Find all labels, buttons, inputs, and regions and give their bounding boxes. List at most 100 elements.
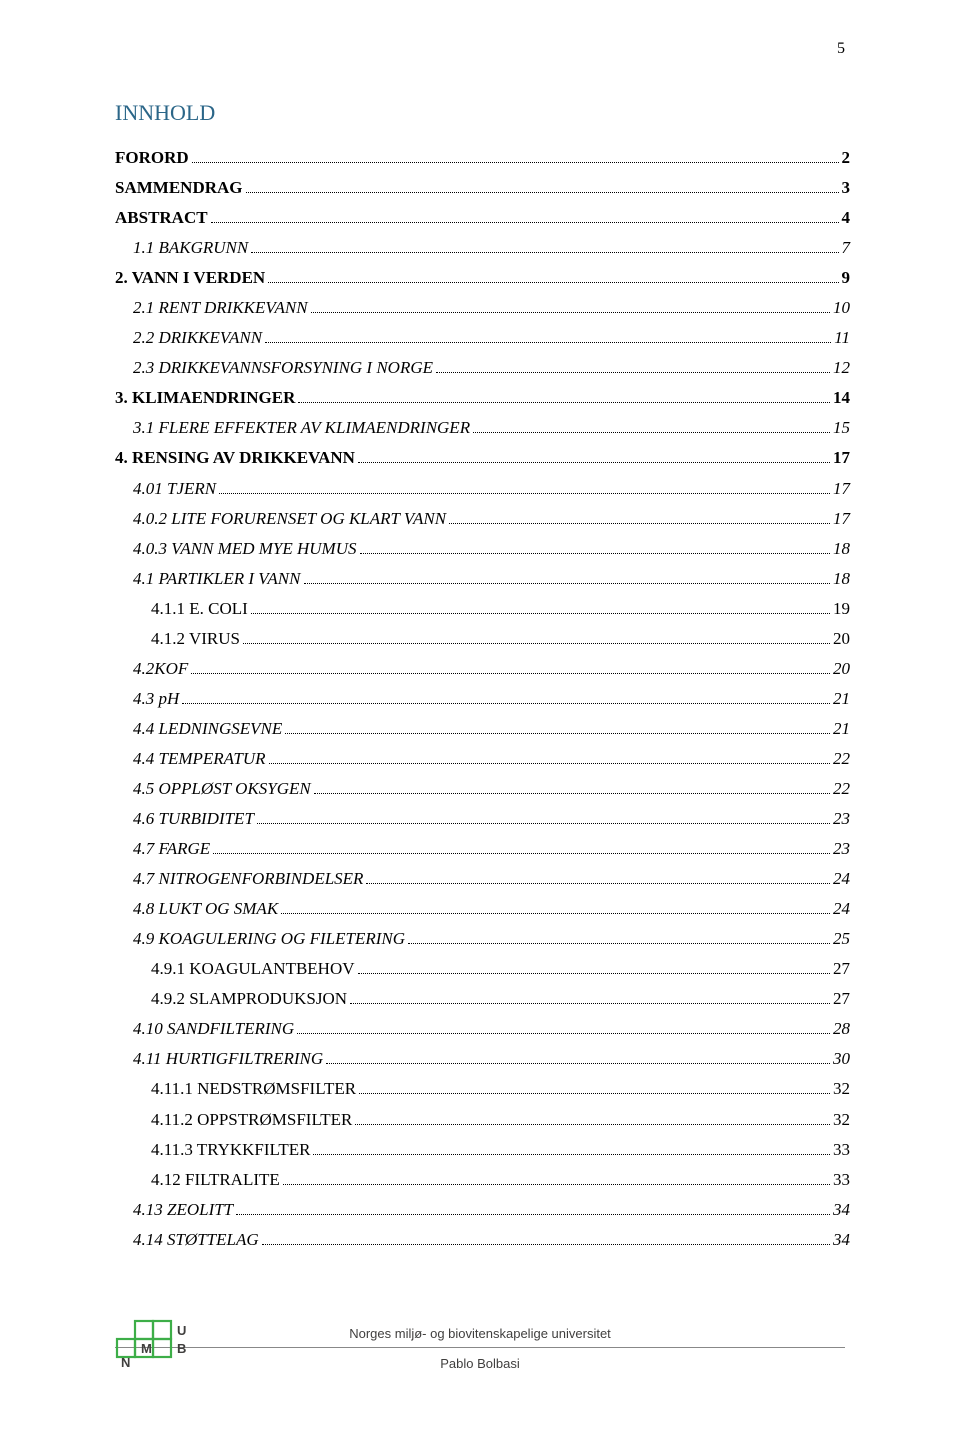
toc-entry-page: 24: [833, 865, 850, 893]
toc-entry: 4.7 NITROGENFORBINDELSER 24: [115, 865, 850, 893]
toc-entry-title: 2.3 DRIKKEVANNSFORSYNING I NORGE: [115, 354, 433, 382]
toc-entry-page: 32: [833, 1075, 850, 1103]
toc-leader-dots: [297, 1033, 830, 1034]
toc-entry-title: 4.2KOF: [115, 655, 188, 683]
toc-entry-page: 22: [833, 775, 850, 803]
toc-entry-page: 17: [833, 505, 850, 533]
toc-leader-dots: [355, 1124, 830, 1125]
toc-entry-page: 27: [833, 955, 850, 983]
toc-entry-page: 10: [833, 294, 850, 322]
toc-entry-page: 9: [842, 264, 851, 292]
toc-entry: 3. KLIMAENDRINGER14: [115, 384, 850, 412]
toc-entry-title: 4.7 NITROGENFORBINDELSER: [115, 865, 363, 893]
toc-leader-dots: [191, 673, 830, 674]
toc-list: FORORD2SAMMENDRAG3ABSTRACT41.1 BAKGRUNN7…: [115, 144, 850, 1254]
toc-entry-title: 4.9.1 KOAGULANTBEHOV: [115, 955, 355, 983]
toc-entry-title: 4.0.2 LITE FORURENSET OG KLART VANN: [115, 505, 446, 533]
toc-entry: 4.0.3 VANN MED MYE HUMUS18: [115, 535, 850, 563]
footer: U M B N Norges miljø- og biovitenskapeli…: [115, 1326, 845, 1371]
toc-entry-page: 17: [833, 475, 850, 503]
toc-entry: 4.1 PARTIKLER I VANN 18: [115, 565, 850, 593]
toc-entry-page: 23: [833, 805, 850, 833]
toc-entry-title: 4.6 TURBIDITET: [115, 805, 254, 833]
toc-entry: 2.1 RENT DRIKKEVANN 10: [115, 294, 850, 322]
toc-entry-title: FORORD: [115, 144, 189, 172]
toc-leader-dots: [298, 402, 830, 403]
toc-entry-page: 21: [833, 685, 850, 713]
toc-entry-title: 4.9.2 SLAMPRODUKSJON: [115, 985, 347, 1013]
logo-letter-m: M: [141, 1341, 152, 1356]
toc-leader-dots: [257, 823, 830, 824]
toc-leader-dots: [211, 222, 839, 223]
page-number: 5: [837, 40, 845, 58]
toc-entry: 4.4 TEMPERATUR22: [115, 745, 850, 773]
toc-entry-title: 4.8 LUKT OG SMAK: [115, 895, 278, 923]
toc-entry-title: SAMMENDRAG: [115, 174, 243, 202]
toc-leader-dots: [246, 192, 839, 193]
toc-entry-title: 4.01 TJERN: [115, 475, 216, 503]
toc-entry-page: 32: [833, 1106, 850, 1134]
toc-entry-title: 4.1 PARTIKLER I VANN: [115, 565, 301, 593]
toc-leader-dots: [236, 1214, 830, 1215]
toc-entry-page: 25: [833, 925, 850, 953]
toc-leader-dots: [360, 553, 831, 554]
toc-leader-dots: [265, 342, 831, 343]
toc-entry-page: 23: [833, 835, 850, 863]
toc-entry: FORORD 2: [115, 144, 850, 172]
toc-entry: 4.8 LUKT OG SMAK 24: [115, 895, 850, 923]
toc-entry-title: 2.1 RENT DRIKKEVANN: [115, 294, 308, 322]
toc-leader-dots: [359, 1093, 830, 1094]
toc-entry-page: 34: [833, 1196, 850, 1224]
toc-entry-page: 3: [842, 174, 851, 202]
toc-entry: 3.1 FLERE EFFEKTER AV KLIMAENDRINGER15: [115, 414, 850, 442]
toc-entry-title: 3. KLIMAENDRINGER: [115, 384, 295, 412]
toc-leader-dots: [251, 252, 838, 253]
toc-entry: 4.5 OPPLØST OKSYGEN 22: [115, 775, 850, 803]
toc-entry: 4.11.2 OPPSTRØMSFILTER32: [115, 1106, 850, 1134]
toc-entry-title: 2.2 DRIKKEVANN: [115, 324, 262, 352]
toc-entry-title: 4.5 OPPLØST OKSYGEN: [115, 775, 311, 803]
toc-entry: 4.14 STØTTELAG34: [115, 1226, 850, 1254]
toc-entry-title: 4.4 LEDNINGSEVNE: [115, 715, 282, 743]
page: 5 INNHOLD FORORD2SAMMENDRAG3ABSTRACT41.1…: [0, 0, 960, 1431]
toc-entry: 4.11 HURTIGFILTRERING30: [115, 1045, 850, 1073]
toc-entry-title: 4.12 FILTRALITE: [115, 1166, 280, 1194]
toc-entry-title: 4.1.2 VIRUS: [115, 625, 240, 653]
toc-entry-page: 27: [833, 985, 850, 1013]
toc-leader-dots: [311, 312, 830, 313]
toc-entry-title: 2. VANN I VERDEN: [115, 264, 265, 292]
toc-entry-title: 1.1 BAKGRUNN: [115, 234, 248, 262]
toc-entry: 4.0.2 LITE FORURENSET OG KLART VANN 17: [115, 505, 850, 533]
toc-entry-page: 7: [842, 234, 851, 262]
logo-letter-n: N: [121, 1355, 130, 1367]
toc-entry-page: 2: [842, 144, 851, 172]
nmbu-logo: U M B N: [115, 1319, 193, 1367]
toc-entry: 4.01 TJERN 17: [115, 475, 850, 503]
toc-entry: 4.2KOF20: [115, 655, 850, 683]
toc-leader-dots: [182, 703, 830, 704]
toc-leader-dots: [251, 613, 830, 614]
toc-leader-dots: [262, 1244, 830, 1245]
toc-entry: 4.1.2 VIRUS20: [115, 625, 850, 653]
toc-entry-page: 4: [842, 204, 851, 232]
toc-entry-title: 4.13 ZEOLITT: [115, 1196, 233, 1224]
toc-entry-page: 30: [833, 1045, 850, 1073]
toc-entry-page: 24: [833, 895, 850, 923]
toc-leader-dots: [366, 883, 830, 884]
toc-entry: 4.7 FARGE23: [115, 835, 850, 863]
toc-leader-dots: [408, 943, 830, 944]
footer-institution: Norges miljø- og biovitenskapelige unive…: [115, 1326, 845, 1348]
toc-leader-dots: [313, 1154, 830, 1155]
toc-leader-dots: [436, 372, 830, 373]
toc-entry-page: 11: [834, 324, 850, 352]
toc-leader-dots: [219, 493, 830, 494]
toc-leader-dots: [314, 793, 830, 794]
toc-entry-page: 34: [833, 1226, 850, 1254]
toc-entry-title: 4.11.3 TRYKKFILTER: [115, 1136, 310, 1164]
toc-entry-title: 4.10 SANDFILTERING: [115, 1015, 294, 1043]
toc-entry-page: 18: [833, 565, 850, 593]
toc-entry: 4.13 ZEOLITT 34: [115, 1196, 850, 1224]
toc-entry-title: 4.1.1 E. COLI: [115, 595, 248, 623]
toc-leader-dots: [358, 462, 830, 463]
toc-leader-dots: [449, 523, 830, 524]
